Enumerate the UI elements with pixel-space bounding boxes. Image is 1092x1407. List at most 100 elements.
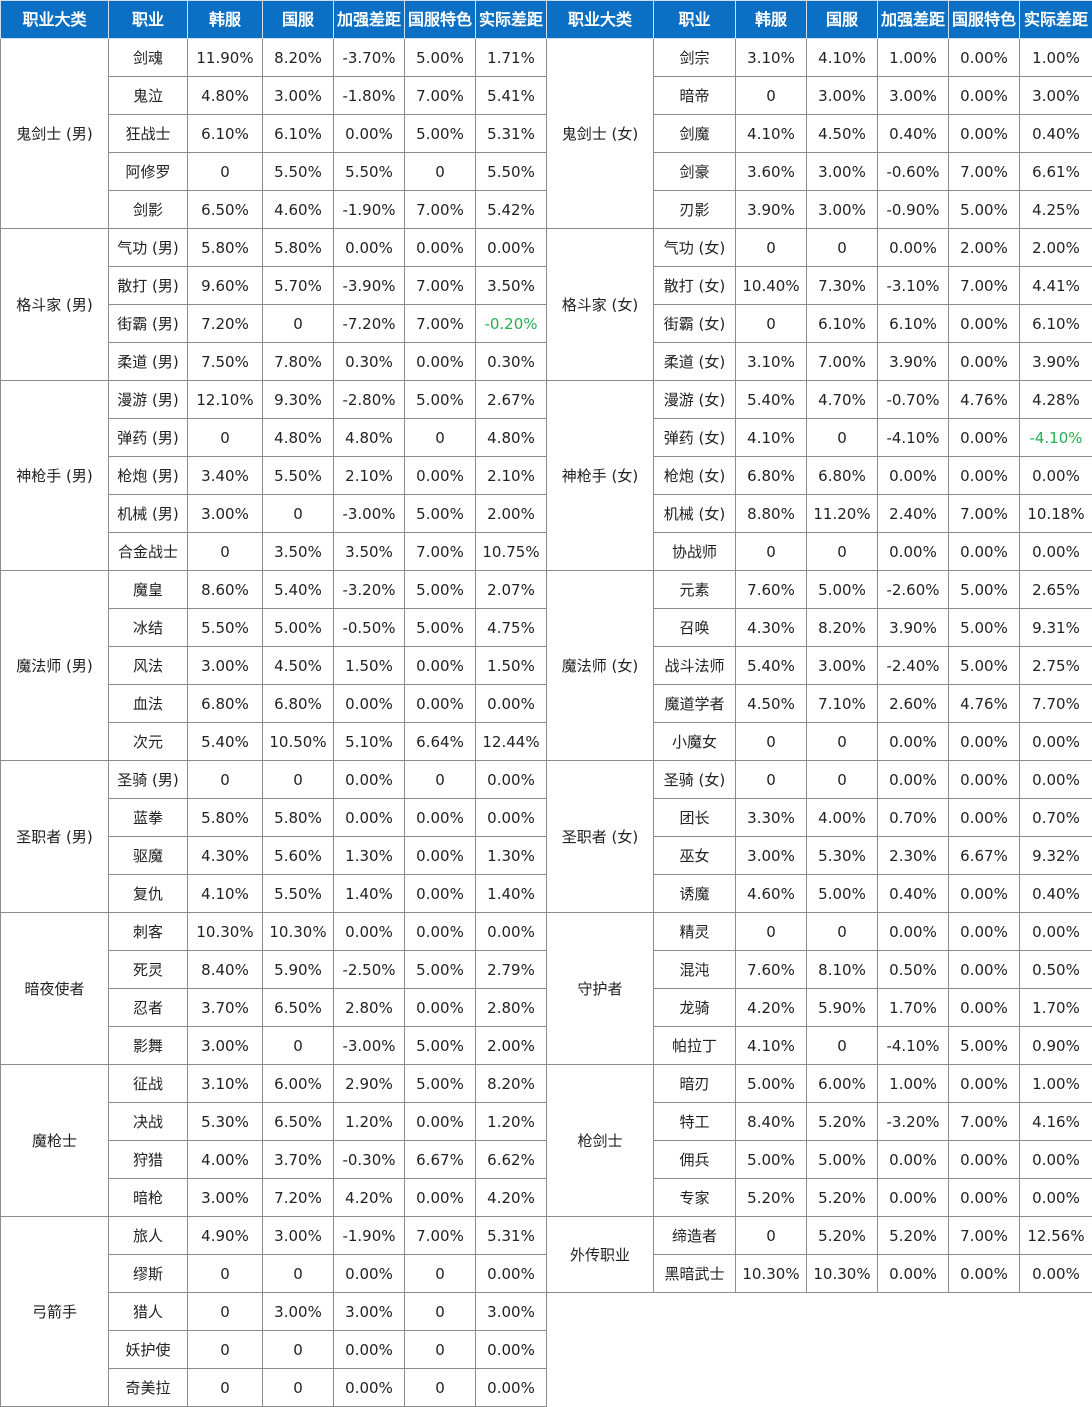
data-row: 柔道 (男) 7.50% 7.80% 0.30% 0.00% 0.30% 柔道 (女) 3.1… [1, 342, 1092, 381]
kr-rate: 4.30% [735, 608, 807, 647]
class-group: 魔法师 (男) [0, 570, 109, 761]
kr-rate: 0 [735, 304, 807, 343]
job: 诱魔 [653, 874, 736, 913]
job: 剑魔 [653, 114, 736, 153]
buff-gap: -3.90% [333, 266, 405, 305]
job: 驱魔 [108, 836, 188, 875]
kr-rate: 8.60% [187, 570, 263, 609]
header-cell: 国服 [806, 0, 878, 39]
buff-gap: 3.00% [877, 76, 949, 115]
cn-special: 0.00% [404, 988, 476, 1027]
kr-rate: 0 [187, 418, 263, 457]
cn-special: 7.00% [404, 1216, 476, 1255]
buff-gap: -2.40% [877, 646, 949, 685]
job: 剑魂 [108, 38, 188, 77]
buff-gap: 3.00% [333, 1292, 405, 1331]
actual-gap: 3.90% [1019, 342, 1092, 381]
job: 龙骑 [653, 988, 736, 1027]
cn-special: 0.00% [404, 684, 476, 723]
actual-gap: 9.31% [1019, 608, 1092, 647]
actual-gap: 5.41% [475, 76, 547, 115]
data-row: 暗枪 3.00% 7.20% 4.20% 0.00% 4.20% 专家 5.20% 5.20% 0… [1, 1178, 1092, 1217]
class-group: 弓箭手 [0, 1216, 109, 1407]
cn-special: 0 [404, 1292, 476, 1331]
job: 专家 [653, 1178, 736, 1217]
cn-rate: 8.20% [262, 38, 334, 77]
job: 阿修罗 [108, 152, 188, 191]
cn-special: 0.00% [948, 1140, 1020, 1179]
kr-rate: 3.00% [187, 494, 263, 533]
actual-gap: 2.67% [475, 380, 547, 419]
job: 魔皇 [108, 570, 188, 609]
data-row: 忍者 3.70% 6.50% 2.80% 0.00% 2.80% 龙骑 4.20% 5.90% 1… [1, 988, 1092, 1027]
cn-rate: 3.00% [262, 76, 334, 115]
job: 魔道学者 [653, 684, 736, 723]
cn-special: 0.00% [948, 988, 1020, 1027]
actual-gap: 1.71% [475, 38, 547, 77]
actual-gap: 4.80% [475, 418, 547, 457]
buff-gap: -1.80% [333, 76, 405, 115]
cn-rate: 6.10% [806, 304, 878, 343]
data-row: 魔枪士 征战 3.10% 6.00% 2.90% 5.00% 8.20% 枪剑士 暗刃 5.00%… [0, 1064, 1092, 1217]
cn-special: 0.00% [948, 304, 1020, 343]
cn-special: 0.00% [948, 342, 1020, 381]
buff-gap: -2.80% [333, 380, 405, 419]
cn-special: 0.00% [948, 722, 1020, 761]
job: 漫游 (女) [653, 380, 736, 419]
actual-gap: 4.20% [475, 1178, 547, 1217]
actual-gap: 4.41% [1019, 266, 1092, 305]
kr-rate: 3.30% [735, 798, 807, 837]
actual-gap: 1.00% [1019, 38, 1092, 77]
actual-gap: 0.00% [1019, 912, 1092, 951]
cn-rate: 5.00% [806, 1140, 878, 1179]
actual-gap: 4.75% [475, 608, 547, 647]
cn-special: 5.00% [404, 38, 476, 77]
job: 合金战士 [108, 532, 188, 571]
data-row: 格斗家 (男) 气功 (男) 5.80% 5.80% 0.00% 0.00% 0.00% 格斗… [0, 228, 1092, 381]
buff-gap: -3.20% [333, 570, 405, 609]
job: 暗刃 [653, 1064, 736, 1103]
kr-rate: 6.50% [187, 190, 263, 229]
buff-gap: 0.00% [877, 228, 949, 267]
actual-gap: 0.40% [1019, 874, 1092, 913]
buff-gap: 0.00% [333, 1330, 405, 1369]
kr-rate: 0 [735, 760, 807, 799]
job: 征战 [108, 1064, 188, 1103]
cn-rate: 5.20% [806, 1216, 878, 1255]
buff-gap: -3.00% [333, 1026, 405, 1065]
cn-special: 0.00% [948, 874, 1020, 913]
job: 复仇 [108, 874, 188, 913]
cn-rate: 4.80% [262, 418, 334, 457]
cn-rate: 11.20% [806, 494, 878, 533]
kr-rate: 0 [187, 1254, 263, 1293]
actual-gap: 2.75% [1019, 646, 1092, 685]
kr-rate: 3.10% [187, 1064, 263, 1103]
kr-rate: 0 [735, 912, 807, 951]
job: 妖护使 [108, 1330, 188, 1369]
header-cell: 国服 [262, 0, 334, 39]
cn-rate: 4.70% [806, 380, 878, 419]
header-row: 职业大类 职业 韩服 国服 加强差距 国服特色 实际差距 职业大类 职业 韩服 国服 加强差距 国服特色… [0, 0, 1092, 39]
cn-rate: 4.60% [262, 190, 334, 229]
actual-gap: 5.42% [475, 190, 547, 229]
data-row: 暗夜使者 刺客 10.30% 10.30% 0.00% 0.00% 0.00% 守护者 精灵 0 0… [0, 912, 1092, 1065]
data-row: 血法 6.80% 6.80% 0.00% 0.00% 0.00% 魔道学者 4.50% 7.10… [1, 684, 1092, 723]
job: 奇美拉 [108, 1368, 188, 1407]
buff-gap: -4.10% [877, 1026, 949, 1065]
job: 剑宗 [653, 38, 736, 77]
cn-rate: 0 [806, 228, 878, 267]
cn-rate: 5.00% [806, 874, 878, 913]
cn-special: 0.00% [404, 456, 476, 495]
cn-rate: 3.50% [262, 532, 334, 571]
header-cell: 职业 [653, 0, 736, 39]
job: 暗帝 [653, 76, 736, 115]
kr-rate: 3.10% [735, 342, 807, 381]
buff-gap: 4.80% [333, 418, 405, 457]
cn-rate: 5.50% [262, 152, 334, 191]
cn-special: 0.00% [404, 798, 476, 837]
cn-special: 7.00% [948, 494, 1020, 533]
actual-gap: 10.18% [1019, 494, 1092, 533]
cn-rate: 5.70% [262, 266, 334, 305]
kr-rate: 6.80% [187, 684, 263, 723]
